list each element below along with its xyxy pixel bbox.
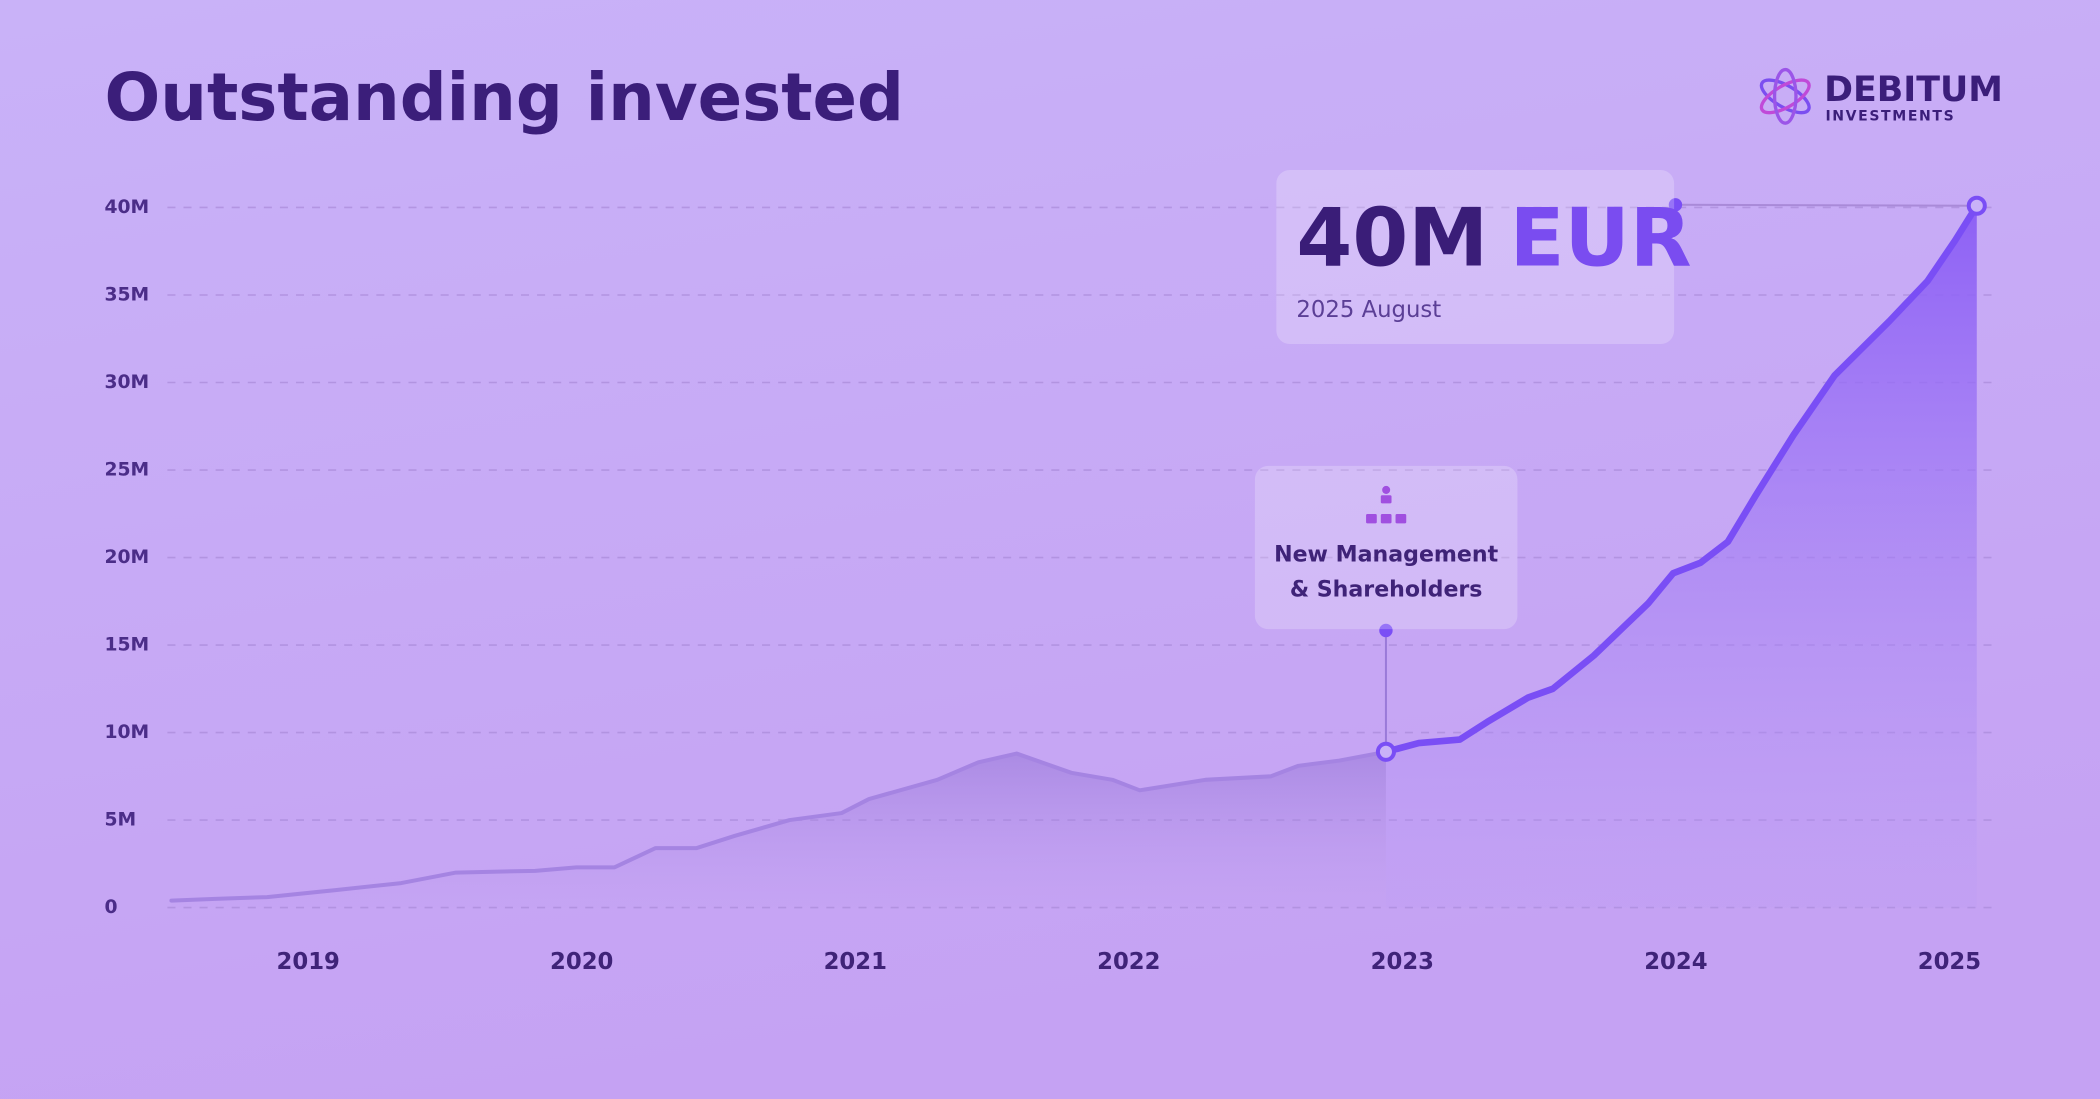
y-tick-label: 25M [104,460,149,481]
event-point [1375,741,1396,762]
total-callout-value: 40M EUR [1296,191,1691,285]
event-icon [1366,485,1407,524]
y-tick-label: 40M [104,197,149,218]
total-unit: EUR [1510,191,1692,285]
y-tick-label: 20M [104,547,149,568]
y-tick-label: 35M [104,284,149,305]
total-dot [1668,198,1683,212]
brand-tagline: INVESTMENTS [1825,108,1955,124]
x-tick-label: 2019 [277,949,340,975]
x-tick-label: 2023 [1371,949,1434,975]
y-tick-label: 30M [104,372,149,393]
x-tick-label: 2022 [1097,949,1160,975]
total-connector [1675,203,1977,207]
callouts: 40M EUR 2025 August New Management & Shar… [1254,170,1692,630]
y-tick-label: 5M [104,810,136,831]
area [171,751,1386,908]
x-tick-label: 2025 [1918,949,1981,975]
total-callout-box [1276,170,1675,345]
event-dot [1379,623,1393,638]
total-value: 40M [1296,191,1488,285]
event-line: New Management [1274,542,1499,568]
total-date: 2025 August [1296,297,1441,323]
event-line: & Shareholders [1290,576,1483,602]
y-tick-label: 10M [104,722,149,743]
y-tick-label: 0 [104,897,117,918]
plot: 0 5M 10M 15M 20M 25M 30M 35M 40M 2019 2020 2021 2022… [104,195,1996,975]
line [1382,202,1981,756]
chart-title: Outstanding invested [104,60,904,136]
logo: DEBITUM INVESTMENTS [1759,67,2003,125]
x-tick-label: 2020 [550,949,613,975]
x-tick-label: 2024 [1644,949,1707,975]
x-tick-label: 2021 [824,949,887,975]
y-tick-label: 15M [104,635,149,656]
total-point [1966,195,1987,216]
line [169,749,1388,903]
event-callout-box [1254,465,1518,630]
brand-name: DEBITUM [1824,70,2003,110]
area [1385,205,1977,908]
